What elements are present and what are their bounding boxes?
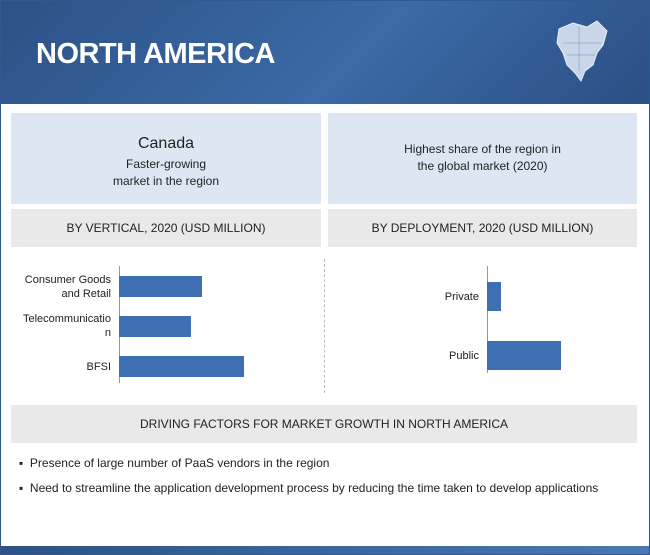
chart-title: BY DEPLOYMENT, 2020 (USD MILLION) [328, 209, 637, 247]
footer-bar [1, 546, 649, 554]
highlight-line: market in the region [112, 174, 220, 188]
chart-title: BY VERTICAL, 2020 (USD MILLION) [11, 209, 321, 247]
highlight-title: Canada [137, 135, 195, 152]
bar [119, 315, 191, 337]
bar [119, 356, 244, 377]
bullet: ▪ Presence of large number of PaaS vendo… [19, 456, 330, 470]
bar [119, 276, 202, 297]
header-title: NORTH AMERICA [36, 38, 275, 70]
highlight-box: Highest share of the region in the globa… [328, 113, 637, 204]
highlight-line: Faster-growing [125, 157, 207, 171]
driver-item: Need to streamline the application devel… [29, 481, 599, 495]
drivers-title: DRIVING FACTORS FOR MARKET GROWTH IN NOR… [11, 405, 637, 443]
map-icon [556, 20, 608, 83]
highlight-line: the global market (2020) [417, 159, 548, 173]
category-label: Private [444, 290, 479, 303]
bar [487, 341, 561, 370]
header [1, 1, 649, 104]
driver-item: Presence of large number of PaaS vendors… [29, 456, 330, 470]
bullet: ▪ Need to streamline the application dev… [19, 481, 599, 495]
highlight-box: Canada Faster-growing market in the regi… [11, 113, 321, 204]
category-label: Telecommunication [22, 313, 111, 339]
highlight-line: Highest share of the region in [404, 142, 561, 156]
divider [324, 259, 325, 393]
category-label: Public [449, 349, 479, 362]
category-label: BFSI [86, 360, 111, 373]
axis-line [487, 266, 488, 373]
bar [487, 282, 501, 311]
category-label: Consumer Goods and Retail [24, 273, 111, 300]
